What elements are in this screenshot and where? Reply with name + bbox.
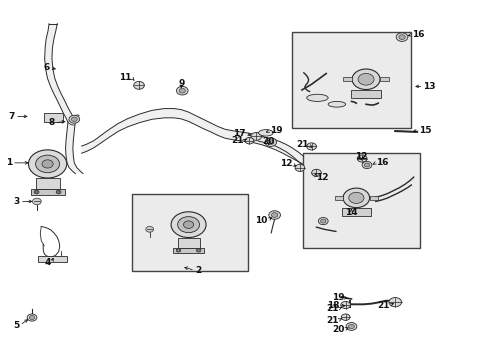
Text: 20: 20	[332, 325, 344, 334]
Circle shape	[348, 192, 363, 203]
Bar	[31, 189, 64, 195]
Text: 19: 19	[331, 293, 344, 302]
Bar	[334, 196, 343, 200]
Text: 17: 17	[232, 129, 245, 138]
Circle shape	[320, 219, 325, 223]
Circle shape	[294, 164, 304, 171]
Circle shape	[388, 297, 401, 307]
Circle shape	[177, 217, 199, 233]
Circle shape	[34, 190, 39, 194]
Circle shape	[250, 132, 261, 140]
Circle shape	[28, 150, 66, 178]
Bar	[291, 32, 410, 128]
Circle shape	[171, 212, 205, 238]
Text: 16: 16	[411, 30, 424, 39]
Circle shape	[57, 191, 60, 193]
Circle shape	[271, 213, 277, 217]
Bar	[379, 77, 388, 81]
Text: 15: 15	[418, 126, 430, 135]
Circle shape	[176, 86, 188, 95]
Bar	[36, 178, 60, 189]
Text: 16: 16	[375, 158, 387, 167]
Circle shape	[341, 314, 349, 320]
Circle shape	[351, 69, 379, 90]
Circle shape	[357, 73, 373, 85]
Circle shape	[35, 191, 38, 193]
Text: 3: 3	[14, 197, 20, 206]
Circle shape	[398, 35, 405, 40]
Circle shape	[176, 249, 181, 252]
Ellipse shape	[327, 102, 345, 107]
Text: 20: 20	[262, 137, 274, 146]
Circle shape	[311, 169, 321, 176]
Text: 14: 14	[345, 208, 357, 217]
Text: 7: 7	[9, 112, 15, 121]
Ellipse shape	[306, 94, 327, 102]
Circle shape	[197, 249, 200, 251]
Bar	[44, 113, 62, 122]
Bar	[342, 208, 370, 216]
Bar	[343, 77, 351, 81]
Circle shape	[42, 160, 53, 168]
Bar	[369, 196, 377, 200]
Ellipse shape	[258, 130, 273, 136]
Bar	[177, 238, 199, 248]
Circle shape	[69, 115, 80, 123]
Text: 19: 19	[269, 126, 282, 135]
Circle shape	[177, 249, 180, 251]
Text: 21: 21	[376, 301, 388, 310]
Circle shape	[357, 155, 366, 162]
Text: 21: 21	[325, 315, 338, 324]
Text: 5: 5	[14, 321, 20, 330]
Circle shape	[145, 226, 153, 232]
Text: 8: 8	[48, 118, 55, 127]
Text: 10: 10	[255, 216, 267, 225]
Circle shape	[71, 117, 77, 121]
Circle shape	[196, 249, 201, 252]
Text: 2: 2	[195, 266, 201, 275]
Circle shape	[348, 324, 354, 329]
Circle shape	[183, 221, 193, 228]
Text: 12: 12	[354, 152, 366, 161]
Text: 6: 6	[43, 63, 50, 72]
Circle shape	[244, 138, 253, 144]
Circle shape	[346, 323, 356, 330]
Text: 13: 13	[423, 82, 435, 91]
Text: 12: 12	[316, 173, 328, 182]
Text: 9: 9	[178, 79, 184, 88]
Text: 12: 12	[279, 159, 291, 168]
Circle shape	[27, 314, 37, 321]
Bar	[302, 153, 419, 248]
Circle shape	[318, 217, 327, 225]
Bar	[173, 248, 203, 253]
Circle shape	[395, 33, 407, 41]
Bar	[350, 90, 380, 98]
Circle shape	[36, 155, 60, 173]
Circle shape	[340, 301, 350, 309]
Circle shape	[56, 190, 61, 194]
Circle shape	[362, 161, 371, 168]
Bar	[38, 256, 67, 262]
Text: 21: 21	[325, 304, 338, 313]
Circle shape	[268, 211, 280, 219]
Circle shape	[306, 143, 316, 150]
Circle shape	[133, 81, 144, 89]
Text: 21: 21	[230, 136, 243, 145]
Circle shape	[32, 198, 41, 204]
Text: 1: 1	[6, 158, 12, 167]
Circle shape	[179, 88, 185, 93]
Circle shape	[343, 188, 369, 208]
Text: 4: 4	[44, 258, 51, 267]
Circle shape	[29, 316, 35, 319]
Circle shape	[267, 140, 273, 144]
Bar	[131, 194, 248, 271]
Circle shape	[264, 138, 276, 147]
Circle shape	[364, 163, 369, 167]
Text: 21: 21	[296, 140, 308, 149]
Text: 11: 11	[119, 73, 131, 82]
Text: 18: 18	[326, 301, 339, 310]
